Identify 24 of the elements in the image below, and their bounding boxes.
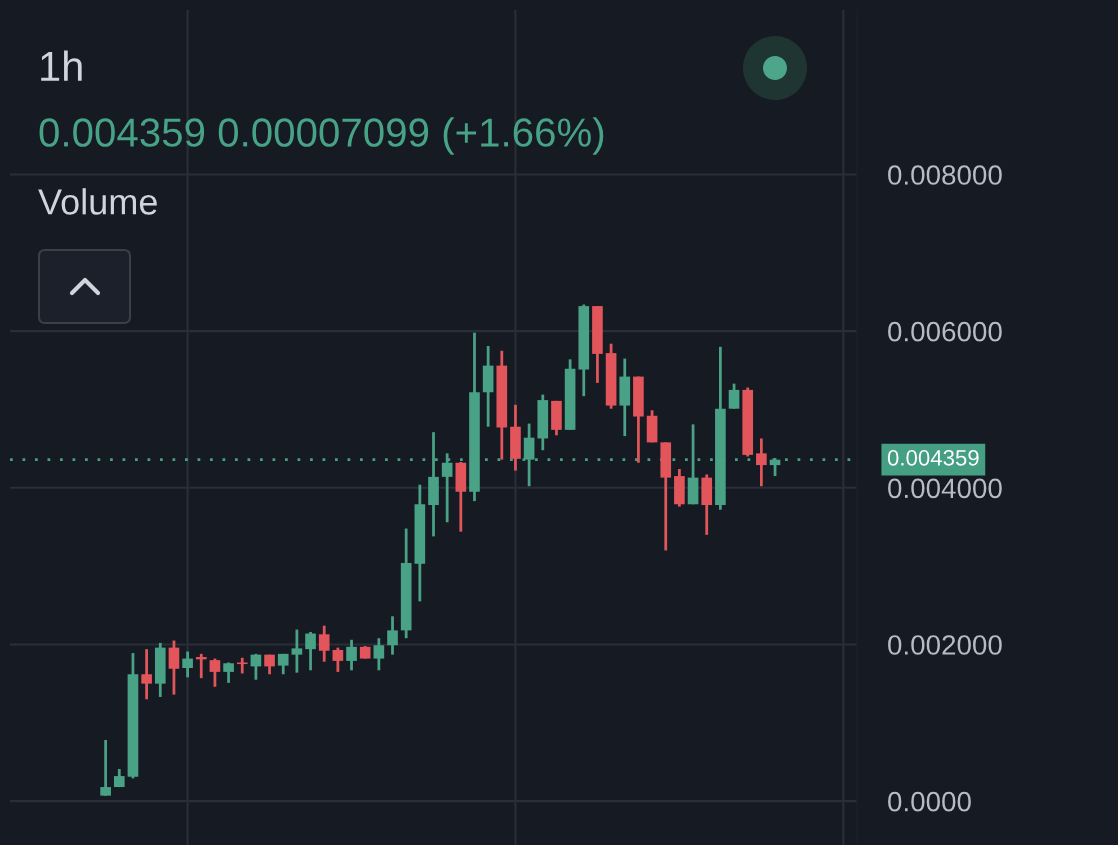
y-tick-label: 0.0000	[888, 791, 971, 812]
annotation: Volume	[38, 188, 157, 215]
candlestick	[373, 636, 385, 672]
text: 0.004359 0.00007099 (+1.66%)	[39, 117, 604, 155]
y-tick-label: 0.002000	[888, 635, 1002, 655]
candlestick	[223, 661, 234, 685]
ref-line-label: 0.004359	[887, 449, 979, 466]
y-tick-label: 0.008000	[888, 165, 1002, 185]
candlestick	[168, 639, 180, 696]
candlestick	[209, 657, 221, 689]
candlestick	[291, 628, 303, 675]
candlestick	[332, 646, 344, 674]
candlestick	[387, 614, 398, 657]
candlestick	[756, 437, 767, 488]
y-tick-label: 0.006000	[888, 321, 1002, 342]
candlestick	[346, 638, 357, 672]
candlestick	[100, 738, 111, 798]
y-tick-label: 0.004000	[888, 478, 1002, 499]
candlestick	[182, 650, 193, 679]
text: 1h	[41, 50, 82, 81]
candlestick	[305, 630, 316, 672]
candlestick	[318, 624, 330, 664]
candlestick	[141, 647, 152, 701]
candlestick	[728, 382, 740, 411]
